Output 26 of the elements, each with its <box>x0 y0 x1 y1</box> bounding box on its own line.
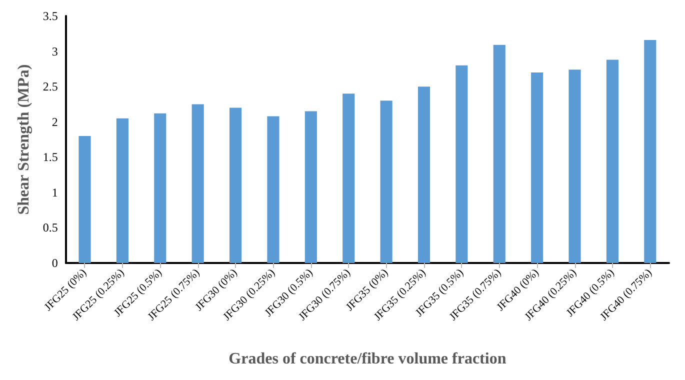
bar <box>456 65 468 263</box>
y-tick-label: 3 <box>52 44 58 58</box>
bar <box>304 111 317 263</box>
bar <box>644 40 656 263</box>
y-axis-title: Shear Strength (MPa) <box>16 64 32 215</box>
bar <box>531 72 544 263</box>
x-axis-title: Grades of concrete/fibre volume fraction <box>228 350 506 368</box>
y-tick-label: 0 <box>52 256 58 270</box>
bar <box>116 118 128 263</box>
y-tick-label: 3.5 <box>42 9 58 23</box>
bar <box>192 104 204 263</box>
y-tick-label: 0.5 <box>42 220 58 235</box>
bar <box>342 94 355 263</box>
bar <box>418 86 430 263</box>
bar <box>78 136 91 263</box>
y-tick-label: 1.5 <box>42 150 58 164</box>
bar <box>380 100 392 263</box>
bar <box>606 60 618 263</box>
y-tick-label: 1 <box>52 185 58 200</box>
y-tick-label: 2.5 <box>42 80 58 94</box>
bar <box>267 116 280 263</box>
y-tick-label: 2 <box>52 114 58 129</box>
bar <box>568 70 581 263</box>
bar <box>493 44 506 263</box>
bar <box>229 108 242 263</box>
bar <box>154 113 166 263</box>
